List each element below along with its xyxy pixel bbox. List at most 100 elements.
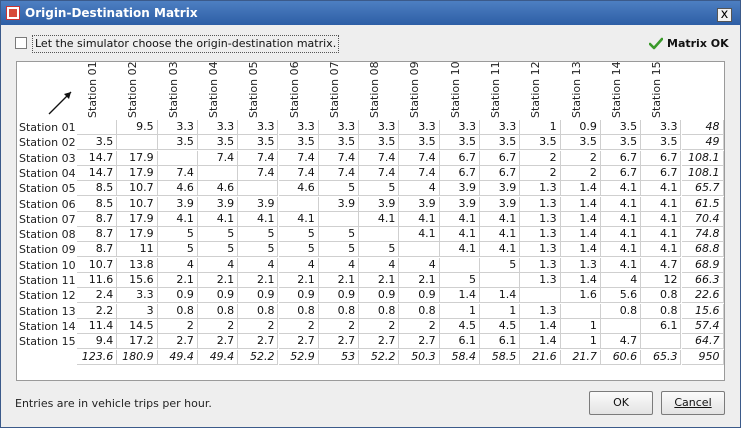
matrix-cell[interactable]: 0.9 bbox=[238, 288, 279, 304]
matrix-cell[interactable]: 3.9 bbox=[399, 196, 440, 212]
matrix-cell[interactable] bbox=[600, 318, 642, 334]
matrix-cell[interactable]: 3.9 bbox=[157, 196, 198, 212]
matrix-cell[interactable]: 0.8 bbox=[359, 303, 400, 319]
matrix-cell[interactable]: 6.1 bbox=[480, 334, 521, 350]
matrix-cell[interactable]: 5 bbox=[278, 242, 319, 258]
close-button[interactable]: x bbox=[717, 8, 732, 22]
matrix-cell[interactable]: 0.8 bbox=[318, 303, 360, 319]
matrix-cell[interactable]: 10.7 bbox=[77, 257, 118, 273]
matrix-cell[interactable] bbox=[238, 181, 279, 197]
matrix-cell[interactable]: 0.9 bbox=[197, 288, 239, 304]
matrix-cell[interactable]: 3.9 bbox=[359, 196, 400, 212]
matrix-cell[interactable]: 2.7 bbox=[318, 334, 360, 350]
matrix-cell[interactable]: 2 bbox=[399, 318, 440, 334]
matrix-cell[interactable]: 3.3 bbox=[318, 120, 360, 135]
matrix-cell[interactable]: 4.1 bbox=[439, 211, 480, 227]
matrix-cell[interactable] bbox=[560, 303, 601, 319]
matrix-cell[interactable]: 3.3 bbox=[238, 120, 279, 135]
matrix-cell[interactable]: 3.3 bbox=[197, 120, 239, 135]
matrix-cell[interactable] bbox=[278, 196, 319, 212]
matrix-cell[interactable]: 2 bbox=[520, 165, 561, 181]
matrix-cell[interactable]: 2.7 bbox=[157, 334, 198, 350]
matrix-cell[interactable]: 0.8 bbox=[278, 303, 319, 319]
matrix-cell[interactable]: 4.1 bbox=[238, 211, 279, 227]
matrix-cell[interactable]: 5 bbox=[318, 242, 360, 258]
matrix-cell[interactable]: 0.8 bbox=[641, 288, 682, 304]
matrix-cell[interactable]: 1.3 bbox=[520, 273, 561, 288]
matrix-cell[interactable]: 5 bbox=[318, 181, 360, 197]
matrix-cell[interactable]: 8.7 bbox=[77, 227, 118, 243]
matrix-cell[interactable]: 2.1 bbox=[197, 273, 239, 288]
matrix-cell[interactable]: 1 bbox=[439, 303, 480, 319]
matrix-cell[interactable]: 1.3 bbox=[520, 196, 561, 212]
matrix-cell[interactable]: 10.7 bbox=[117, 181, 158, 197]
matrix-cell[interactable]: 14.7 bbox=[77, 165, 118, 181]
matrix-cell[interactable]: 1.3 bbox=[520, 257, 561, 273]
matrix-cell[interactable]: 2.1 bbox=[318, 273, 360, 288]
matrix-cell[interactable]: 6.7 bbox=[480, 150, 521, 166]
matrix-cell[interactable]: 10.7 bbox=[117, 196, 158, 212]
matrix-cell[interactable]: 5 bbox=[318, 227, 360, 243]
matrix-cell[interactable]: 17.9 bbox=[117, 227, 158, 243]
matrix-cell[interactable]: 0.9 bbox=[157, 288, 198, 304]
matrix-cell[interactable]: 4.1 bbox=[600, 242, 642, 258]
matrix-cell[interactable]: 4.1 bbox=[157, 211, 198, 227]
matrix-cell[interactable] bbox=[439, 257, 480, 273]
matrix-cell[interactable]: 3.5 bbox=[238, 135, 279, 151]
matrix-cell[interactable]: 7.4 bbox=[399, 165, 440, 181]
matrix-cell[interactable]: 2 bbox=[359, 318, 400, 334]
matrix-cell[interactable]: 1.4 bbox=[560, 181, 601, 197]
matrix-cell[interactable]: 2.7 bbox=[238, 334, 279, 350]
matrix-cell[interactable]: 7.4 bbox=[238, 150, 279, 166]
matrix-cell[interactable]: 15.6 bbox=[117, 273, 158, 288]
cancel-button[interactable]: Cancel bbox=[661, 391, 725, 415]
matrix-cell[interactable]: 4.6 bbox=[157, 181, 198, 197]
matrix-cell[interactable]: 4 bbox=[399, 181, 440, 197]
matrix-cell[interactable]: 11.4 bbox=[77, 318, 118, 334]
matrix-cell[interactable]: 6.7 bbox=[480, 165, 521, 181]
matrix-cell[interactable]: 4 bbox=[399, 257, 440, 273]
matrix-cell[interactable]: 2.7 bbox=[359, 334, 400, 350]
matrix-cell[interactable]: 2 bbox=[318, 318, 360, 334]
matrix-cell[interactable]: 5.6 bbox=[600, 288, 642, 304]
matrix-cell[interactable] bbox=[520, 288, 561, 304]
matrix-cell[interactable]: 3.5 bbox=[359, 135, 400, 151]
matrix-cell[interactable]: 3.3 bbox=[157, 120, 198, 135]
matrix-cell[interactable]: 3.5 bbox=[278, 135, 319, 151]
matrix-cell[interactable]: 6.7 bbox=[439, 150, 480, 166]
matrix-cell[interactable]: 4.1 bbox=[600, 257, 642, 273]
matrix-cell[interactable]: 4.1 bbox=[480, 227, 521, 243]
matrix-cell[interactable]: 7.4 bbox=[238, 165, 279, 181]
matrix-cell[interactable]: 5 bbox=[157, 242, 198, 258]
matrix-cell[interactable]: 4.1 bbox=[359, 211, 400, 227]
matrix-cell[interactable] bbox=[197, 165, 239, 181]
matrix-cell[interactable]: 7.4 bbox=[318, 165, 360, 181]
matrix-cell[interactable]: 4 bbox=[318, 257, 360, 273]
matrix-cell[interactable]: 0.9 bbox=[560, 120, 601, 135]
matrix-cell[interactable]: 4.1 bbox=[439, 227, 480, 243]
matrix-cell[interactable]: 5 bbox=[197, 227, 239, 243]
matrix-cell[interactable]: 1.4 bbox=[560, 273, 601, 288]
matrix-cell[interactable]: 1.4 bbox=[560, 211, 601, 227]
matrix-cell[interactable]: 7.4 bbox=[399, 150, 440, 166]
matrix-cell[interactable]: 4.1 bbox=[439, 242, 480, 258]
matrix-cell[interactable]: 4.7 bbox=[641, 257, 682, 273]
matrix-cell[interactable]: 5 bbox=[278, 227, 319, 243]
matrix-cell[interactable]: 3.5 bbox=[560, 135, 601, 151]
matrix-cell[interactable]: 2 bbox=[197, 318, 239, 334]
matrix-cell[interactable]: 2.7 bbox=[399, 334, 440, 350]
matrix-cell[interactable]: 4.1 bbox=[480, 211, 521, 227]
matrix-cell[interactable]: 14.5 bbox=[117, 318, 158, 334]
ok-button[interactable]: OK bbox=[589, 391, 653, 415]
matrix-cell[interactable]: 1.4 bbox=[439, 288, 480, 304]
auto-matrix-label[interactable]: Let the simulator choose the origin-dest… bbox=[32, 35, 340, 53]
matrix-cell[interactable]: 12 bbox=[641, 273, 682, 288]
matrix-cell[interactable]: 3.3 bbox=[439, 120, 480, 135]
matrix-cell[interactable]: 1.3 bbox=[520, 211, 561, 227]
matrix-cell[interactable]: 6.1 bbox=[641, 318, 682, 334]
matrix-cell[interactable]: 3.5 bbox=[77, 135, 118, 151]
matrix-cell[interactable]: 7.4 bbox=[359, 150, 400, 166]
matrix-cell[interactable] bbox=[157, 150, 198, 166]
matrix-cell[interactable]: 2 bbox=[278, 318, 319, 334]
matrix-cell[interactable]: 11 bbox=[117, 242, 158, 258]
